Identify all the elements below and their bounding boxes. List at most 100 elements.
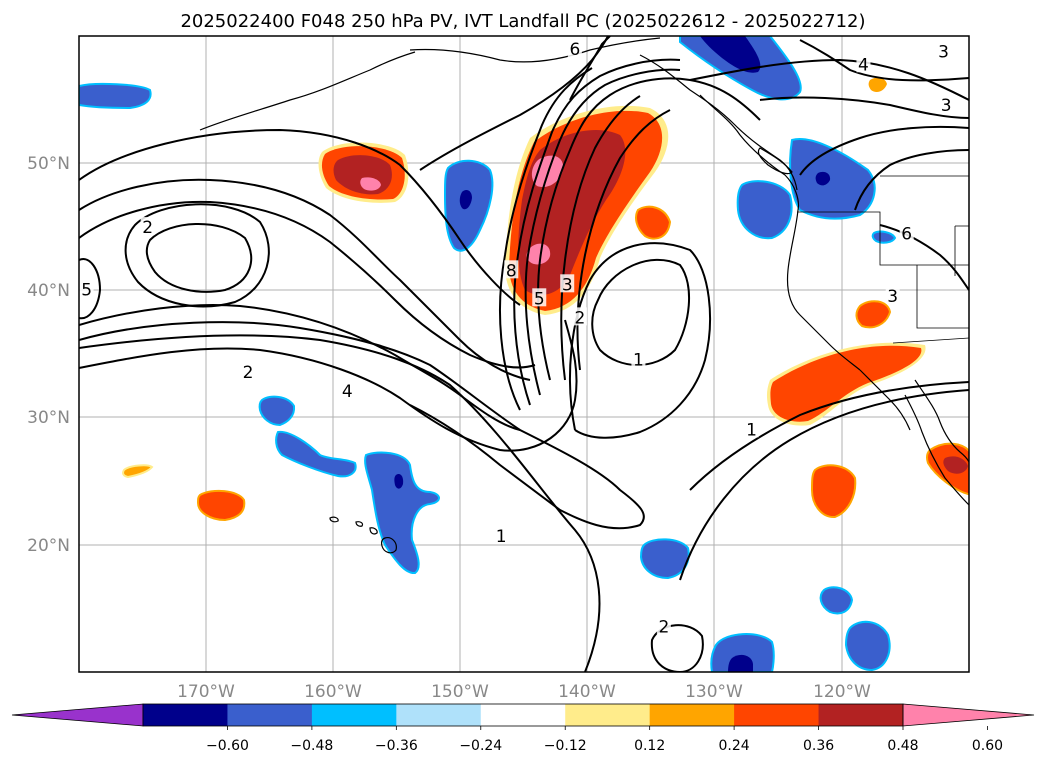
contour-label-background xyxy=(532,288,547,307)
contour-label: 4 xyxy=(858,55,869,75)
contour-label-background xyxy=(744,419,759,438)
negative-anomaly-bc-dark xyxy=(815,171,831,186)
negative-anomaly-bottom xyxy=(710,633,775,672)
negative-anomaly-bc xyxy=(789,138,876,220)
negative-anomaly-hawaii-dark xyxy=(394,474,404,489)
colorbar-bin xyxy=(649,704,735,726)
lat-tick-label: 40°N xyxy=(27,281,70,301)
mexico-border xyxy=(892,337,969,344)
contour-closed-5-corner xyxy=(79,258,102,320)
colorbar-bin xyxy=(227,704,313,726)
lat-tick-label: 20°N xyxy=(27,536,70,556)
contour-closed-2-outer xyxy=(124,203,270,308)
map-background xyxy=(79,36,969,672)
lon-tick-label: 150°W xyxy=(431,682,489,702)
contour-label: 2 xyxy=(575,308,586,328)
positive-anomaly-small-canada xyxy=(868,77,887,92)
lon-tick-label: 130°W xyxy=(685,682,743,702)
negative-anomaly-alaska-dark xyxy=(700,36,761,73)
figure-title: 2025022400 F048 250 hPa PV, IVT Landfall… xyxy=(180,11,865,32)
contour-1-east xyxy=(689,381,969,491)
contour-5-west xyxy=(79,200,536,369)
positive-anomaly-north-ca xyxy=(855,300,892,329)
contour-label-background xyxy=(885,285,900,304)
negative-anomaly-small-2 xyxy=(871,230,897,244)
contour-4-west xyxy=(79,303,521,431)
contour-label-background xyxy=(936,41,951,60)
hawaii-island-maui xyxy=(369,527,378,535)
positive-anomaly-ridge-pink2 xyxy=(526,243,551,265)
contour-1-east-2 xyxy=(679,389,969,581)
negative-anomaly-offshore xyxy=(736,180,793,240)
colorbar-bin xyxy=(143,704,228,726)
contour-label: 3 xyxy=(562,275,573,295)
contour-label-background xyxy=(572,307,587,326)
lat-tick-label: 50°N xyxy=(27,154,70,174)
contour-label-background xyxy=(899,223,914,242)
negative-anomaly-se-2 xyxy=(844,620,891,672)
colorbar-tick-label: −0.60 xyxy=(206,738,249,754)
aleutian-coast xyxy=(199,51,416,131)
contour-label: 8 xyxy=(506,261,517,281)
vancouver-island xyxy=(757,147,793,175)
lon-tick-label: 170°W xyxy=(177,682,235,702)
colorbar-bin xyxy=(734,704,820,726)
colorbar-tick-label: 0.12 xyxy=(634,738,665,754)
contour-label: 1 xyxy=(496,527,507,547)
colorbar-tick-label: −0.12 xyxy=(544,738,587,754)
contour-label: 3 xyxy=(887,287,898,307)
contour-label-background xyxy=(140,217,155,236)
contour-label: 3 xyxy=(938,43,949,63)
contour-1-south xyxy=(79,321,645,530)
contour-label: 4 xyxy=(342,382,353,402)
hawaii-island-oahu xyxy=(355,521,364,527)
contour-label-background xyxy=(340,381,355,400)
contour-label-background xyxy=(504,260,519,279)
contour-3-north-2 xyxy=(759,96,969,119)
alaska-coast xyxy=(409,37,661,63)
contour-label-background xyxy=(656,616,671,635)
state-border-1 xyxy=(797,211,969,266)
contour-label-background xyxy=(560,274,575,293)
contour-label-background xyxy=(856,54,871,73)
contour-closed-2-bottom xyxy=(650,624,704,672)
colorbar-bin xyxy=(311,704,397,726)
negative-anomaly-nw-corner xyxy=(79,82,152,110)
positive-anomaly-subtropic-2 xyxy=(122,464,154,479)
contour-1-lower xyxy=(79,334,601,672)
positive-anomaly-california-band-orange xyxy=(770,345,922,422)
positive-anomaly-west-pink xyxy=(360,177,381,191)
state-border-4 xyxy=(954,225,969,276)
contour-trough-2 xyxy=(524,68,681,396)
contour-3-east xyxy=(879,224,969,291)
contour-closed-2 xyxy=(145,222,253,293)
contour-4-north xyxy=(799,39,969,82)
bc-coast xyxy=(699,94,800,211)
pacific-nw-coast xyxy=(786,209,861,371)
colorbar-tick-label: −0.36 xyxy=(375,738,418,754)
colorbar-tick-label: 0.48 xyxy=(887,738,918,754)
contour-label: 3 xyxy=(941,96,952,116)
contour-label: 6 xyxy=(901,224,912,244)
pv-contours xyxy=(79,36,969,672)
lon-tick-label: 120°W xyxy=(813,682,871,702)
positive-anomaly-baja-south xyxy=(810,464,857,519)
colorbar-tick-label: 0.36 xyxy=(803,738,834,754)
coastlines xyxy=(199,37,969,554)
baja-coast xyxy=(904,394,969,506)
contour-label: 1 xyxy=(633,350,644,370)
lon-tick-label: 160°W xyxy=(304,682,362,702)
contour-3-north xyxy=(689,58,969,101)
state-border-3 xyxy=(916,265,969,329)
colorbar-tick-label: −0.24 xyxy=(459,738,502,754)
colorbar-tick-label: −0.48 xyxy=(290,738,333,754)
contour-label: 5 xyxy=(81,280,92,300)
colorbar-bin xyxy=(565,704,651,726)
contour-closed-1 xyxy=(591,259,691,366)
contour-trough-5 xyxy=(560,95,641,381)
contour-se-2 xyxy=(854,149,969,211)
colorbar-extend-high xyxy=(902,703,1035,727)
colorbar-frame xyxy=(142,703,904,727)
